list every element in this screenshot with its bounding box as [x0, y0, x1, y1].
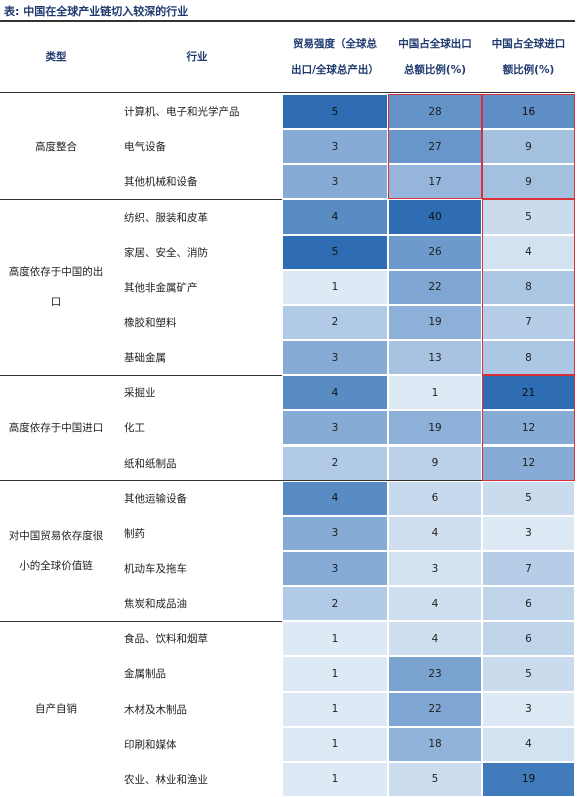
value-cell: 21: [482, 375, 575, 411]
value-cell: 19: [388, 304, 482, 341]
value-cell: 3: [388, 550, 482, 587]
value-cell: 1: [282, 691, 388, 727]
industry: 木材及木制品: [124, 703, 187, 716]
industry: 采掘业: [124, 387, 156, 400]
value-cell: 5: [482, 656, 575, 692]
value-cell: 5: [482, 480, 575, 516]
value-cell: 12: [482, 445, 575, 481]
value-cell: 7: [482, 550, 575, 587]
industry: 纸和纸制品: [124, 457, 177, 470]
rule: [0, 92, 575, 93]
industry: 家居、安全、消防: [124, 246, 208, 259]
value-cell: 8: [482, 269, 575, 305]
column-header: 中国占全球出口总额比例(%): [398, 37, 472, 76]
value-cell: 17: [388, 164, 482, 200]
value-cell: 3: [482, 691, 575, 727]
value-cell: 40: [388, 199, 482, 235]
value-cell: 9: [388, 445, 482, 481]
column-header: 中国占全球进口额比例(%): [491, 37, 566, 76]
value-cell: 4: [282, 199, 388, 235]
industry: 基础金属: [124, 352, 166, 365]
value-cell: 8: [482, 340, 575, 376]
value-cell: 1: [282, 621, 388, 657]
value-cell: 7: [482, 304, 575, 341]
value-cell: 28: [388, 94, 482, 130]
value-cell: 5: [388, 761, 482, 797]
value-cell: 16: [482, 94, 575, 130]
table-title: 表: 中国在全球产业链切入较深的行业: [4, 5, 189, 18]
value-cell: 22: [388, 691, 482, 727]
value-cell: 3: [282, 550, 388, 587]
industry: 纺织、服装和皮革: [124, 211, 208, 224]
group-type: 高度依存于中国进口: [8, 421, 104, 434]
value-cell: 4: [282, 480, 388, 516]
value-cell: 6: [482, 586, 575, 622]
industry: 印刷和媒体: [124, 738, 177, 751]
value-cell: 3: [282, 340, 388, 376]
value-cell: 4: [388, 621, 482, 657]
value-cell: 4: [482, 726, 575, 762]
value-cell: 3: [482, 515, 575, 551]
value-cell: 1: [282, 656, 388, 692]
value-cell: 6: [482, 621, 575, 657]
value-cell: 5: [282, 94, 388, 130]
value-cell: 4: [282, 375, 388, 411]
group-type: 自产自销: [35, 703, 77, 716]
industry: 金属制品: [124, 668, 166, 681]
value-cell: 27: [388, 129, 482, 165]
group-type: 高度依存于中国的出口: [8, 266, 104, 309]
industry: 机动车及拖车: [124, 563, 187, 575]
value-cell: 1: [282, 269, 388, 305]
value-cell: 5: [282, 234, 388, 270]
rule: [0, 20, 575, 22]
group-type: 高度整合: [35, 140, 77, 153]
value-cell: 22: [388, 269, 482, 305]
value-cell: 12: [482, 410, 575, 446]
column-header: 类型: [45, 50, 67, 63]
value-cell: 3: [282, 515, 388, 551]
value-cell: 3: [282, 129, 388, 165]
industry: 农业、林业和渔业: [124, 773, 208, 786]
value-cell: 2: [282, 445, 388, 481]
group-type: 对中国贸易依存度很小的全球价值链: [8, 529, 104, 572]
value-cell: 1: [388, 375, 482, 411]
industry: 制药: [124, 527, 145, 540]
value-cell: 5: [482, 199, 575, 235]
industry: 电气设备: [124, 141, 166, 154]
industry: 其他非金属矿产: [124, 281, 198, 294]
value-cell: 4: [482, 234, 575, 270]
value-cell: 1: [282, 726, 388, 762]
value-cell: 4: [388, 586, 482, 622]
value-cell: 2: [282, 304, 388, 341]
column-header: 行业: [186, 50, 208, 63]
industry: 焦炭和成品油: [124, 598, 187, 611]
industry: 其他运输设备: [124, 492, 187, 505]
value-cell: 4: [388, 515, 482, 551]
value-cell: 13: [388, 340, 482, 376]
value-cell: 9: [482, 164, 575, 200]
industry: 食品、饮料和烟草: [124, 633, 208, 646]
industry: 计算机、电子和光学产品: [124, 106, 240, 119]
value-cell: 6: [388, 480, 482, 516]
value-cell: 26: [388, 234, 482, 270]
column-header: 贸易强度（全球总出口/全球总产出）: [291, 37, 379, 76]
value-cell: 3: [282, 164, 388, 200]
value-cell: 3: [282, 410, 388, 446]
value-cell: 23: [388, 656, 482, 692]
value-cell: 19: [482, 761, 575, 797]
value-cell: 1: [282, 761, 388, 797]
industry: 橡胶和塑料: [124, 316, 177, 329]
industry: 其他机械和设备: [124, 176, 198, 189]
value-cell: 2: [282, 586, 388, 622]
value-cell: 18: [388, 726, 482, 762]
value-cell: 19: [388, 410, 482, 446]
industry: 化工: [124, 422, 145, 435]
value-cell: 9: [482, 129, 575, 165]
